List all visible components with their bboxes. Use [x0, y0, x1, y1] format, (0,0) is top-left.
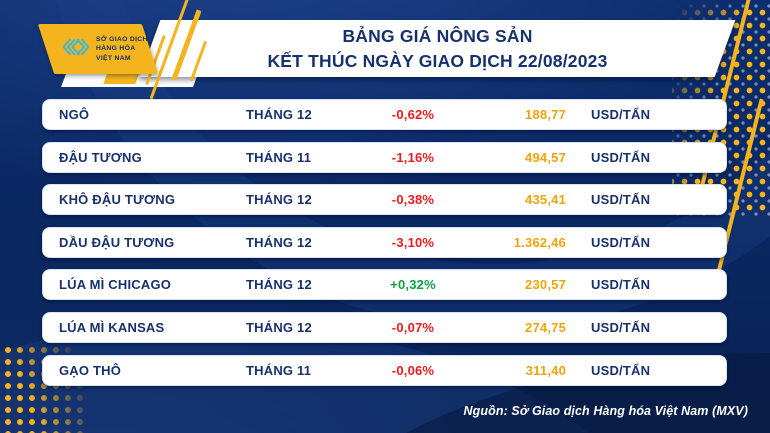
commodity-name: KHÔ ĐẬU TƯƠNG [59, 192, 176, 208]
table-row: DẦU ĐẬU TƯƠNG THÁNG 12 -3,10% 1.362,46 U… [42, 226, 727, 258]
contract-month: THÁNG 11 [246, 149, 312, 165]
percent-change: -0,07% [391, 319, 435, 335]
contract-month: THÁNG 12 [246, 192, 312, 208]
contract-month: THÁNG 12 [246, 277, 312, 293]
board-title-line2: KẾT THÚC NGÀY GIAO DỊCH 22/08/2023 [267, 50, 608, 71]
table-row: KHÔ ĐẬU TƯƠNG THÁNG 12 -0,38% 435,41 USD… [42, 184, 727, 216]
table-row: LÚA MÌ KANSAS THÁNG 12 -0,07% 274,75 USD… [42, 311, 727, 343]
percent-change: -1,16% [391, 149, 435, 165]
contract-month: THÁNG 12 [246, 107, 312, 122]
price-value: 311,40 [525, 362, 566, 378]
price-value: 494,57 [525, 149, 566, 165]
commodity-name: LÚA MÌ KANSAS [59, 319, 165, 335]
commodity-name: DẦU ĐẬU TƯƠNG [59, 234, 175, 250]
price-unit: USD/TẤN [591, 192, 651, 208]
board-title-line1: BẢNG GIÁ NÔNG SẢN [342, 26, 533, 46]
commodity-name: ĐẬU TƯƠNG [59, 149, 142, 165]
price-unit: USD/TẤN [591, 362, 651, 378]
price-value: 274,75 [525, 319, 566, 335]
commodity-name: NGÔ [59, 107, 90, 122]
price-unit: USD/TẤN [591, 234, 651, 250]
logo-org-name: SỞ GIAO DỊCH HÀNG HÓA VIỆT NAM [96, 36, 148, 62]
mxv-logo: SỞ GIAO DỊCH HÀNG HÓA VIỆT NAM [37, 24, 159, 74]
price-value: 1.362,46 [513, 234, 566, 250]
percent-change: +0,32% [390, 277, 436, 293]
price-table: NGÔ THÁNG 12 -0,62% 188,77 USD/TẤN ĐẬU T… [42, 99, 727, 386]
percent-change: -3,10% [391, 234, 435, 250]
table-row: LÚA MÌ CHICAGO THÁNG 12 +0,32% 230,57 US… [42, 269, 727, 301]
price-unit: USD/TẤN [591, 107, 651, 122]
contract-month: THÁNG 11 [246, 362, 312, 378]
contract-month: THÁNG 12 [246, 319, 312, 335]
price-value: 188,77 [525, 107, 566, 122]
price-value: 230,57 [525, 277, 566, 293]
price-unit: USD/TẤN [591, 277, 651, 293]
title-banner: BẢNG GIÁ NÔNG SẢN KẾT THÚC NGÀY GIAO DỊC… [139, 20, 736, 77]
percent-change: -0,06% [391, 362, 435, 378]
table-row: ĐẬU TƯƠNG THÁNG 11 -1,16% 494,57 USD/TẤN [42, 141, 727, 173]
double-chevrons-icon [61, 37, 91, 62]
source-note: Nguồn: Sở Giao dịch Hàng hóa Việt Nam (M… [463, 404, 748, 418]
price-value: 435,41 [525, 192, 566, 208]
price-unit: USD/TẤN [591, 319, 651, 335]
percent-change: -0,62% [391, 107, 435, 122]
commodity-name: GẠO THÔ [59, 362, 122, 378]
contract-month: THÁNG 12 [246, 234, 312, 250]
table-row: NGÔ THÁNG 12 -0,62% 188,77 USD/TẤN [42, 99, 727, 130]
table-row: GẠO THÔ THÁNG 11 -0,06% 311,40 USD/TẤN [42, 354, 727, 386]
percent-change: -0,38% [391, 192, 435, 208]
price-unit: USD/TẤN [591, 149, 651, 165]
commodity-name: LÚA MÌ CHICAGO [59, 277, 172, 293]
